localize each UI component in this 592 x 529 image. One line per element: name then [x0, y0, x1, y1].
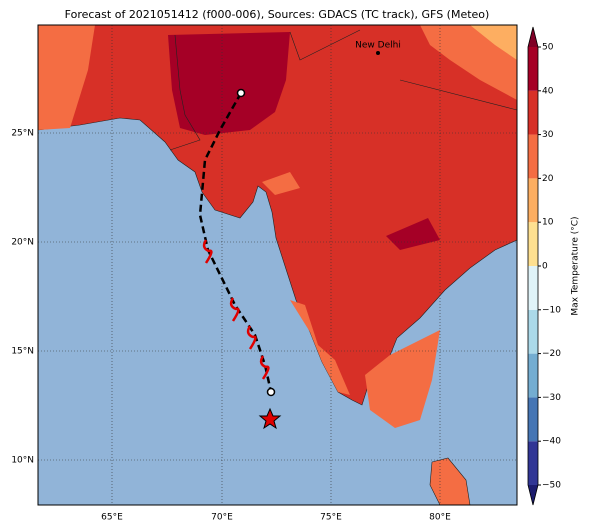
map-frame — [37, 24, 518, 506]
track-point — [266, 387, 276, 397]
lat-label: 25°N — [11, 129, 34, 139]
colorbar-segment — [528, 309, 538, 354]
colorbar-segment — [528, 178, 538, 223]
border — [169, 29, 517, 151]
colorbar-tick-label: −30 — [542, 393, 561, 403]
grid — [38, 25, 517, 505]
lon-label: 65°E — [101, 513, 123, 523]
colorbar-segment — [528, 441, 538, 485]
colorbar-segment — [528, 266, 538, 310]
colorbar-tick-label: 0 — [542, 262, 548, 272]
colorbar-tick-label: −20 — [542, 349, 561, 359]
cyclone-icons — [202, 239, 270, 380]
colorbar-segment — [528, 47, 538, 91]
city-label: New Delhi — [355, 41, 401, 51]
colorbar-tick-label: −50 — [542, 481, 561, 491]
colorbar-tick-label: 50 — [542, 43, 554, 53]
lon-label: 70°E — [211, 513, 233, 523]
land — [470, 25, 517, 60]
land — [38, 25, 517, 406]
colorbar-segment — [528, 90, 538, 135]
land — [365, 330, 440, 428]
colorbar-tick-label: 20 — [542, 174, 554, 184]
colorbar-tick-label: −10 — [542, 305, 561, 315]
colorbar-extend — [528, 27, 538, 47]
map: New Delhi — [38, 25, 517, 505]
land — [386, 218, 440, 250]
lat-label: 20°N — [11, 238, 34, 248]
colorbar-extend — [528, 485, 538, 505]
colorbar-label: Max Temperature (°C) — [571, 216, 581, 315]
colorbar-tick-label: −40 — [542, 437, 561, 447]
start-star — [258, 407, 282, 430]
lat-label: 15°N — [11, 347, 34, 357]
land — [168, 32, 290, 135]
colorbar-segment — [528, 222, 538, 266]
colorbar-segment — [528, 134, 538, 179]
track-point — [236, 88, 246, 98]
colorbar-segment — [528, 353, 538, 398]
land — [420, 25, 517, 100]
lat-label: 10°N — [11, 456, 34, 466]
colorbar-tick-label: 10 — [542, 218, 554, 228]
title: Forecast of 2021051412 (f000-006), Sourc… — [65, 8, 490, 21]
colorbar: −50 −40 −30 −20 −10 0 10 20 30 40 50 — [527, 26, 561, 506]
land — [38, 25, 95, 130]
land — [290, 300, 350, 395]
lon-label: 75°E — [320, 513, 342, 523]
lon-label: 80°E — [429, 513, 451, 523]
colorbar-tick-label: 30 — [542, 130, 554, 140]
colorbar-tick-label: 40 — [542, 86, 554, 96]
city-dot — [376, 51, 380, 55]
land — [262, 172, 300, 195]
colorbar-segment — [528, 397, 538, 442]
